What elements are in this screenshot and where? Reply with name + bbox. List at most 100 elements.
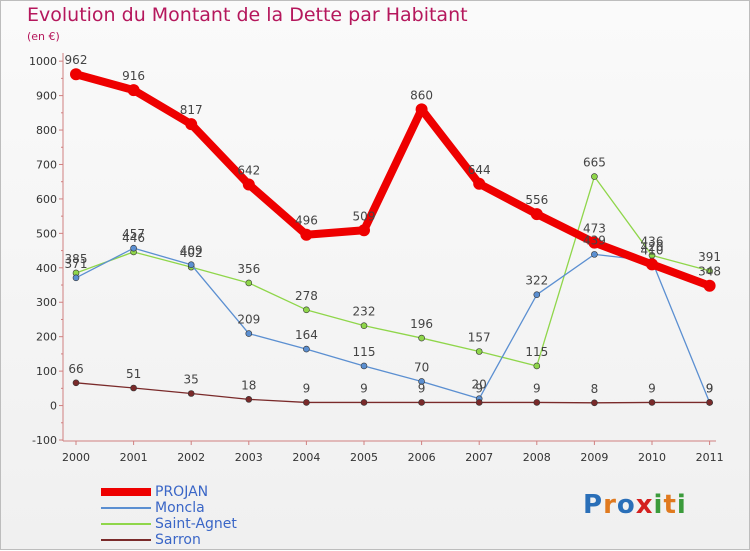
y-tick-label: 100 <box>36 365 57 378</box>
data-point <box>591 399 598 407</box>
data-point <box>418 399 425 406</box>
data-label: 644 <box>468 163 491 177</box>
data-point <box>70 68 82 81</box>
data-label: 278 <box>295 289 318 303</box>
y-tick-label: 800 <box>36 124 57 137</box>
chart-legend: PROJAN Moncla Saint-Agnet Sarron <box>101 484 237 548</box>
data-label: 916 <box>122 69 145 83</box>
y-tick-label: 400 <box>36 262 57 275</box>
data-point <box>187 390 195 397</box>
data-label: 9 <box>418 381 426 395</box>
data-label: 385 <box>65 252 88 266</box>
legend-label: Saint-Agnet <box>155 516 237 532</box>
data-point <box>360 399 368 406</box>
data-label: 665 <box>583 156 606 170</box>
x-tick-label: 2005 <box>350 451 378 464</box>
y-tick-label: 500 <box>36 227 57 240</box>
data-label: 164 <box>295 328 318 342</box>
data-label: 70 <box>414 360 429 374</box>
data-label: 371 <box>65 257 88 271</box>
chart-subtitle: (en €) <box>27 30 60 43</box>
data-point <box>360 362 368 370</box>
data-point <box>533 362 541 370</box>
data-label: 496 <box>295 214 318 228</box>
data-label: 420 <box>641 240 664 254</box>
x-tick-label: 2000 <box>62 451 90 464</box>
x-tick-label: 2008 <box>523 451 551 464</box>
data-point <box>706 267 713 275</box>
data-label: 860 <box>410 88 433 102</box>
y-tick-label: 900 <box>36 90 57 103</box>
x-tick-label: 2004 <box>292 451 320 464</box>
data-point <box>245 396 253 403</box>
data-point <box>300 228 313 241</box>
y-tick-label: 300 <box>36 296 57 309</box>
data-label: 410 <box>641 243 664 257</box>
data-label: 66 <box>68 362 83 376</box>
data-label: 115 <box>353 345 376 359</box>
data-point <box>648 399 656 406</box>
data-label: 642 <box>237 163 260 177</box>
chart-title: Evolution du Montant de la Dette par Hab… <box>27 4 468 26</box>
y-tick-label: -100 <box>32 434 57 447</box>
data-point <box>303 399 310 406</box>
data-point <box>245 279 253 287</box>
data-label: 402 <box>180 246 203 260</box>
data-label: 9 <box>475 381 483 395</box>
data-point <box>418 378 425 385</box>
x-tick-label: 2002 <box>177 451 205 464</box>
data-label: 391 <box>698 250 721 264</box>
data-label: 9 <box>648 381 656 395</box>
data-point <box>703 279 716 292</box>
data-label: 817 <box>180 103 203 117</box>
legend-item-sarron: Sarron <box>101 532 237 548</box>
legend-swatch <box>101 488 151 496</box>
series-line-moncla <box>75 247 711 404</box>
data-label: 322 <box>525 274 548 288</box>
data-label: 8 <box>591 382 599 396</box>
y-tick-label: 700 <box>36 158 57 171</box>
legend-swatch <box>101 507 151 509</box>
x-tick-label: 2009 <box>580 451 608 464</box>
data-point <box>127 84 140 97</box>
x-tick-label: 2001 <box>120 451 148 464</box>
data-label: 409 <box>180 244 203 258</box>
legend-item-moncla: Moncla <box>101 500 237 516</box>
data-label: 232 <box>353 305 376 319</box>
data-label: 439 <box>583 233 606 247</box>
data-point <box>591 251 598 258</box>
proxiti-logo: Proxiti <box>583 490 687 520</box>
series-line-saint-agnet <box>75 175 711 367</box>
x-tick-label: 2010 <box>638 451 666 464</box>
data-point <box>588 236 601 249</box>
y-tick-label: 600 <box>36 193 57 206</box>
data-label: 436 <box>641 234 664 248</box>
legend-swatch <box>101 523 151 525</box>
data-label: 20 <box>472 378 487 392</box>
data-label: 356 <box>237 262 260 276</box>
data-point <box>475 348 483 355</box>
legend-item-projan: PROJAN <box>101 484 237 500</box>
y-tick-label: 0 <box>50 400 57 413</box>
data-point <box>245 330 253 337</box>
data-label: 209 <box>237 313 260 327</box>
data-point <box>533 399 541 406</box>
data-label: 18 <box>241 378 256 392</box>
data-point <box>72 274 80 282</box>
data-label: 473 <box>583 222 606 236</box>
data-point <box>242 178 255 191</box>
y-tick-label: 1000 <box>29 55 57 68</box>
data-point <box>646 258 658 271</box>
legend-label: PROJAN <box>155 484 209 500</box>
data-label: 556 <box>525 193 548 207</box>
data-label: 9 <box>706 381 714 395</box>
data-point <box>187 261 195 269</box>
data-label: 509 <box>353 209 376 223</box>
data-point <box>591 173 598 180</box>
data-label: 9 <box>533 381 541 395</box>
data-label: 35 <box>184 373 199 387</box>
data-label: 9 <box>360 381 368 395</box>
data-label: 51 <box>126 367 141 381</box>
data-point <box>303 345 310 353</box>
